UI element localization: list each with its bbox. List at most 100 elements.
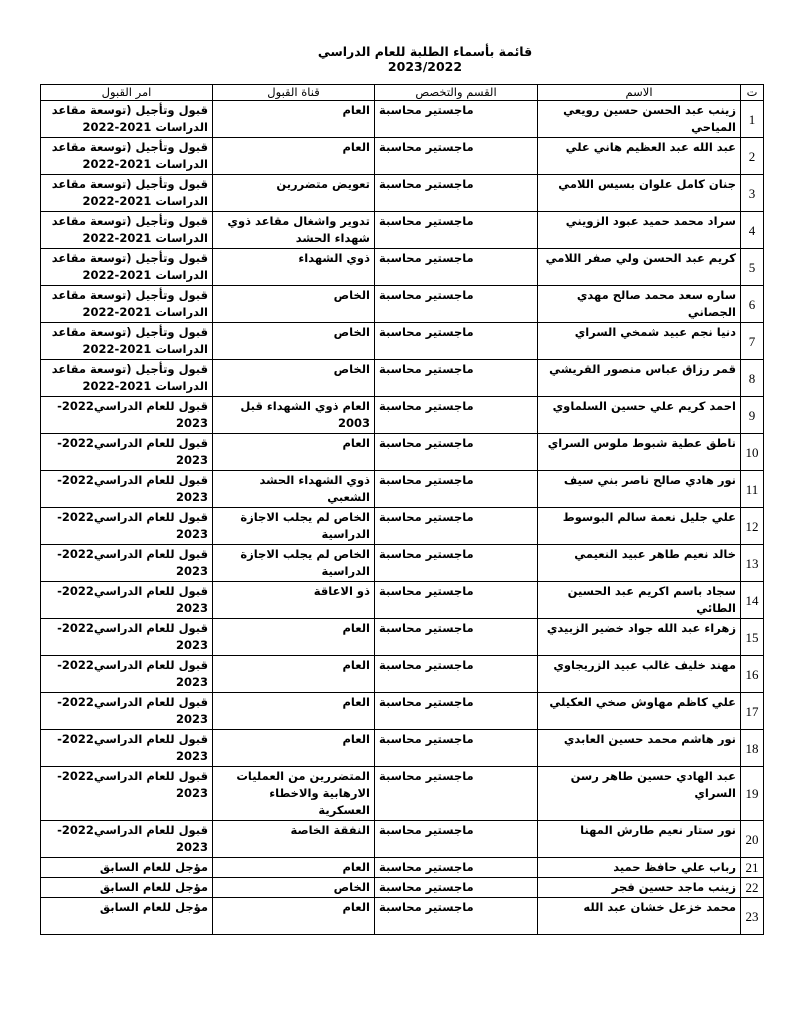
row-number: 6 — [740, 285, 764, 323]
table-row: 8 قمر رزاق عباس منصور القريشي ماجستير محاس… — [40, 359, 764, 397]
admission-channel: ذوي الشهداء الحشد الشعبي — [212, 470, 375, 508]
table-row: 20 نور ستار نعيم طارش المهنا ماجستير محاسب… — [40, 820, 764, 858]
department: ماجستير محاسبة — [374, 897, 538, 935]
row-number: 2 — [740, 137, 764, 175]
admission-order: مؤجل للعام السابق — [40, 897, 213, 935]
row-number: 1 — [740, 100, 764, 138]
column-header: القسم والتخصص — [374, 84, 538, 101]
admission-order: قبول للعام الدراسي2022-2023 — [40, 692, 213, 730]
admission-order: قبول للعام الدراسي2022-2023 — [40, 729, 213, 767]
admission-channel: العام — [212, 433, 375, 471]
admission-channel: النفقة الخاصة — [212, 820, 375, 858]
row-number: 4 — [740, 211, 764, 249]
admission-order: قبول وتأجيل (توسعة مقاعد الدراسات 2021-2… — [40, 322, 213, 360]
student-name: مهند خليف غالب عبيد الزريجاوي — [537, 655, 741, 693]
department: ماجستير محاسبة — [374, 137, 538, 175]
student-name: نور هادي صالح ناصر بني سيف — [537, 470, 741, 508]
table-body: 1 زينب عبد الحسن حسين رويعي المياحي ماجستي… — [40, 100, 764, 935]
column-header: ت — [740, 84, 764, 101]
table-row: 6 ساره سعد محمد صالح مهدي الجصاني ماجستير … — [40, 285, 764, 323]
student-name: عبد الله عبد العظيم هاني علي — [537, 137, 741, 175]
row-number: 23 — [740, 897, 764, 935]
admission-channel: الخاص — [212, 322, 375, 360]
admission-channel: الخاص — [212, 877, 375, 898]
table-row: 15 زهراء عبد الله جواد خضير الزبيدي ماجستي… — [40, 618, 764, 656]
row-number: 15 — [740, 618, 764, 656]
row-number: 12 — [740, 507, 764, 545]
admission-channel: العام — [212, 137, 375, 175]
admission-order: قبول للعام الدراسي2022-2023 — [40, 507, 213, 545]
student-name: نور هاشم محمد حسين العابدي — [537, 729, 741, 767]
row-number: 13 — [740, 544, 764, 582]
students-table: ت الاسم القسم والتخصص قناة القبول امر القبول… — [40, 84, 764, 935]
admission-order: قبول للعام الدراسي2022-2023 — [40, 655, 213, 693]
column-header: قناة القبول — [212, 84, 375, 101]
admission-order: قبول وتأجيل (توسعة مقاعد الدراسات 2021-2… — [40, 248, 213, 286]
table-row: 19 عبد الهادي حسين طاهر رسن السراي ماجستير… — [40, 766, 764, 821]
student-name: سراد محمد حميد عبود الزويني — [537, 211, 741, 249]
department: ماجستير محاسبة — [374, 655, 538, 693]
student-name: كريم عبد الحسن ولي صفر اللامي — [537, 248, 741, 286]
department: ماجستير محاسبة — [374, 396, 538, 434]
table-row: 18 نور هاشم محمد حسين العابدي ماجستير محاس… — [40, 729, 764, 767]
admission-channel: الخاص — [212, 359, 375, 397]
department: ماجستير محاسبة — [374, 470, 538, 508]
row-number: 3 — [740, 174, 764, 212]
admission-order: قبول وتأجيل (توسعة مقاعد الدراسات 2021-2… — [40, 137, 213, 175]
admission-order: قبول للعام الدراسي2022-2023 — [40, 396, 213, 434]
document-title: قائمة بأسماء الطلبة للعام الدراسي 2023/2… — [317, 44, 533, 74]
student-name: محمد خزعل خشان عبد الله — [537, 897, 741, 935]
department: ماجستير محاسبة — [374, 100, 538, 138]
row-number: 17 — [740, 692, 764, 730]
department: ماجستير محاسبة — [374, 174, 538, 212]
department: ماجستير محاسبة — [374, 618, 538, 656]
admission-channel: العام — [212, 857, 375, 878]
row-number: 19 — [740, 766, 764, 821]
admission-channel: العام — [212, 100, 375, 138]
department: ماجستير محاسبة — [374, 766, 538, 821]
admission-channel: تدوير واشغال مقاعد ذوي شهداء الحشد — [212, 211, 375, 249]
table-row: 13 خالد نعيم طاهر عبيد النعيمي ماجستير محا… — [40, 544, 764, 582]
table-row: 23 محمد خزعل خشان عبد الله ماجستير محاسبة ا… — [40, 897, 764, 935]
department: ماجستير محاسبة — [374, 359, 538, 397]
table-row: 17 علي كاظم مهاوش صخي العكيلي ماجستير محاس… — [40, 692, 764, 730]
table-row: 14 سجاد باسم اكريم عبد الحسين الطائي ماجست… — [40, 581, 764, 619]
column-header: امر القبول — [40, 84, 213, 101]
student-name: علي كاظم مهاوش صخي العكيلي — [537, 692, 741, 730]
row-number: 10 — [740, 433, 764, 471]
admission-channel: العام — [212, 729, 375, 767]
admission-order: قبول وتأجيل (توسعة مقاعد الدراسات 2021-2… — [40, 359, 213, 397]
department: ماجستير محاسبة — [374, 507, 538, 545]
admission-order: مؤجل للعام السابق — [40, 857, 213, 878]
student-name: زينب ماجد حسين فجر — [537, 877, 741, 898]
admission-channel: الخاص — [212, 285, 375, 323]
admission-order: قبول للعام الدراسي2022-2023 — [40, 618, 213, 656]
row-number: 11 — [740, 470, 764, 508]
row-number: 20 — [740, 820, 764, 858]
department: ماجستير محاسبة — [374, 322, 538, 360]
admission-order: قبول للعام الدراسي2022-2023 — [40, 766, 213, 821]
student-name: ناطق عطية شبوط ملوس السراي — [537, 433, 741, 471]
admission-channel: العام — [212, 618, 375, 656]
table-row: 11 نور هادي صالح ناصر بني سيف ماجستير محاس… — [40, 470, 764, 508]
student-name: علي جليل نعمة سالم البوسوط — [537, 507, 741, 545]
student-name: احمد كريم علي حسين السلماوي — [537, 396, 741, 434]
department: ماجستير محاسبة — [374, 729, 538, 767]
admission-order: مؤجل للعام السابق — [40, 877, 213, 898]
admission-channel: المتضررين من العمليات الارهابية والاخطاء… — [212, 766, 375, 821]
table-row: 16 مهند خليف غالب عبيد الزريجاوي ماجستير م… — [40, 655, 764, 693]
department: ماجستير محاسبة — [374, 820, 538, 858]
table-row: 1 زينب عبد الحسن حسين رويعي المياحي ماجستي… — [40, 100, 764, 138]
table-row: 10 ناطق عطية شبوط ملوس السراي ماجستير محاس… — [40, 433, 764, 471]
row-number: 7 — [740, 322, 764, 360]
student-name: زينب عبد الحسن حسين رويعي المياحي — [537, 100, 741, 138]
department: ماجستير محاسبة — [374, 248, 538, 286]
admission-channel: العام — [212, 655, 375, 693]
admission-channel: ذو الاعاقة — [212, 581, 375, 619]
row-number: 9 — [740, 396, 764, 434]
admission-order: قبول للعام الدراسي2022-2023 — [40, 544, 213, 582]
row-number: 21 — [740, 857, 764, 878]
department: ماجستير محاسبة — [374, 581, 538, 619]
admission-channel: العام ذوي الشهداء قبل 2003 — [212, 396, 375, 434]
